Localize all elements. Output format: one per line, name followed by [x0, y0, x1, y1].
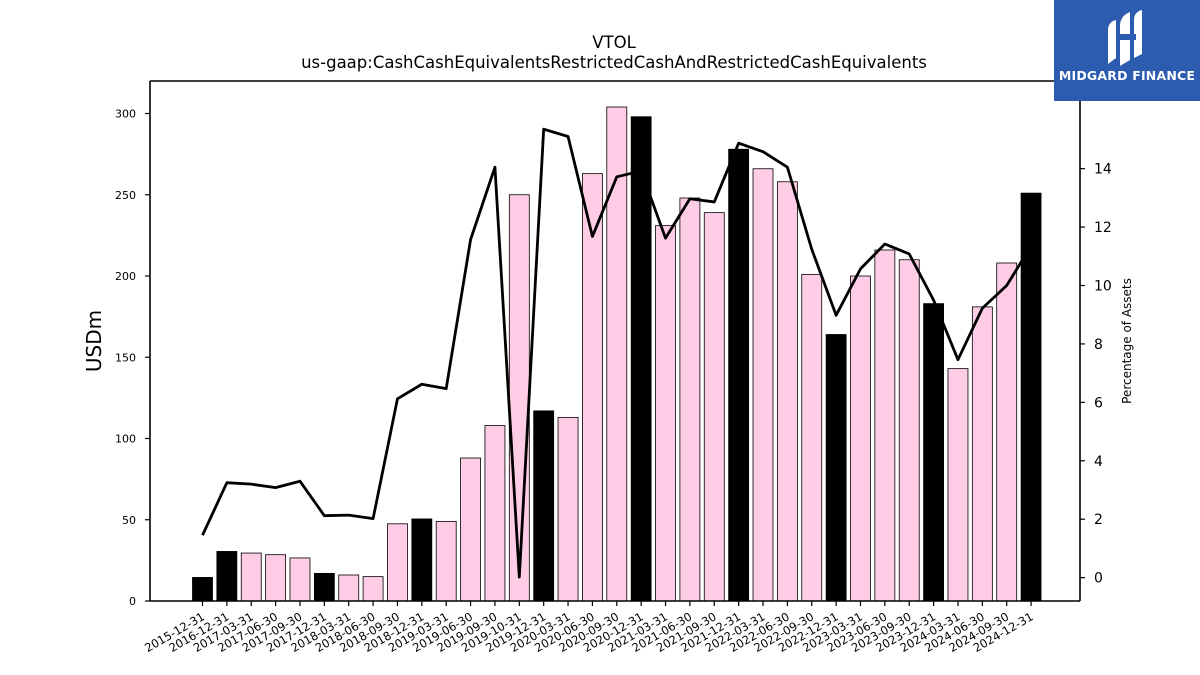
- axes-layer: [149, 80, 1081, 602]
- bar: [655, 225, 676, 602]
- logo-wordmark: MIDGARD FINANCE: [1058, 68, 1196, 83]
- bar: [728, 148, 750, 602]
- y2-tick-label: 4: [1094, 454, 1103, 470]
- bar: [435, 520, 457, 602]
- bar: [338, 574, 360, 602]
- y-tick-label: 200: [115, 270, 136, 283]
- y2-tick-label: 12: [1094, 220, 1112, 236]
- bar: [874, 249, 896, 602]
- bar: [289, 557, 311, 602]
- y2-tick-label: 0: [1094, 571, 1103, 587]
- logo-mark-icon: [1108, 10, 1142, 66]
- bar: [411, 518, 433, 602]
- bar: [825, 334, 847, 602]
- bar: [679, 197, 701, 602]
- bar: [265, 554, 287, 602]
- bar: [460, 457, 481, 602]
- chart-title: VTOL: [592, 33, 636, 52]
- y2-tick-label: 2: [1094, 512, 1103, 528]
- percentage-line: [201, 127, 1033, 579]
- bar: [947, 368, 969, 602]
- y-axis-label: USDm: [82, 310, 106, 372]
- bars-layer: [192, 106, 1042, 602]
- bar: [192, 577, 213, 602]
- ticks-layer: 050100150200250300024681012142015-12-312…: [115, 108, 1112, 656]
- y2-tick-label: 10: [1094, 278, 1112, 294]
- y-tick-label: 150: [115, 351, 136, 364]
- y2-tick-label: 14: [1094, 162, 1112, 178]
- y-tick-label: 0: [129, 595, 136, 608]
- bar: [557, 416, 579, 602]
- y-tick-label: 250: [115, 189, 136, 202]
- chart-subtitle: us-gaap:CashCashEquivalentsRestrictedCas…: [301, 53, 927, 72]
- bar: [703, 212, 725, 602]
- bar: [508, 194, 530, 602]
- bar: [1020, 192, 1042, 602]
- y-tick-label: 100: [115, 433, 136, 446]
- bar: [850, 275, 871, 602]
- bar: [362, 576, 384, 602]
- bar: [996, 262, 1018, 602]
- bar: [533, 410, 555, 602]
- y-tick-label: 50: [122, 514, 136, 527]
- bar: [216, 551, 238, 602]
- bar: [898, 259, 920, 602]
- bar: [387, 523, 408, 602]
- bar: [801, 273, 823, 602]
- bar: [752, 168, 774, 602]
- bar: [606, 106, 628, 602]
- bar: [240, 552, 262, 602]
- y2-tick-label: 6: [1094, 395, 1103, 411]
- y-tick-label: 300: [115, 108, 136, 121]
- line-layer: [201, 127, 1033, 579]
- y2-tick-label: 8: [1094, 337, 1103, 353]
- y2-axis-label: Percentage of Assets: [1120, 278, 1134, 404]
- bar: [484, 425, 506, 602]
- bar: [313, 572, 335, 602]
- bar: [776, 181, 798, 602]
- brand-logo: MIDGARD FINANCE: [1054, 0, 1200, 101]
- bar: [971, 306, 993, 602]
- bar: [923, 303, 944, 602]
